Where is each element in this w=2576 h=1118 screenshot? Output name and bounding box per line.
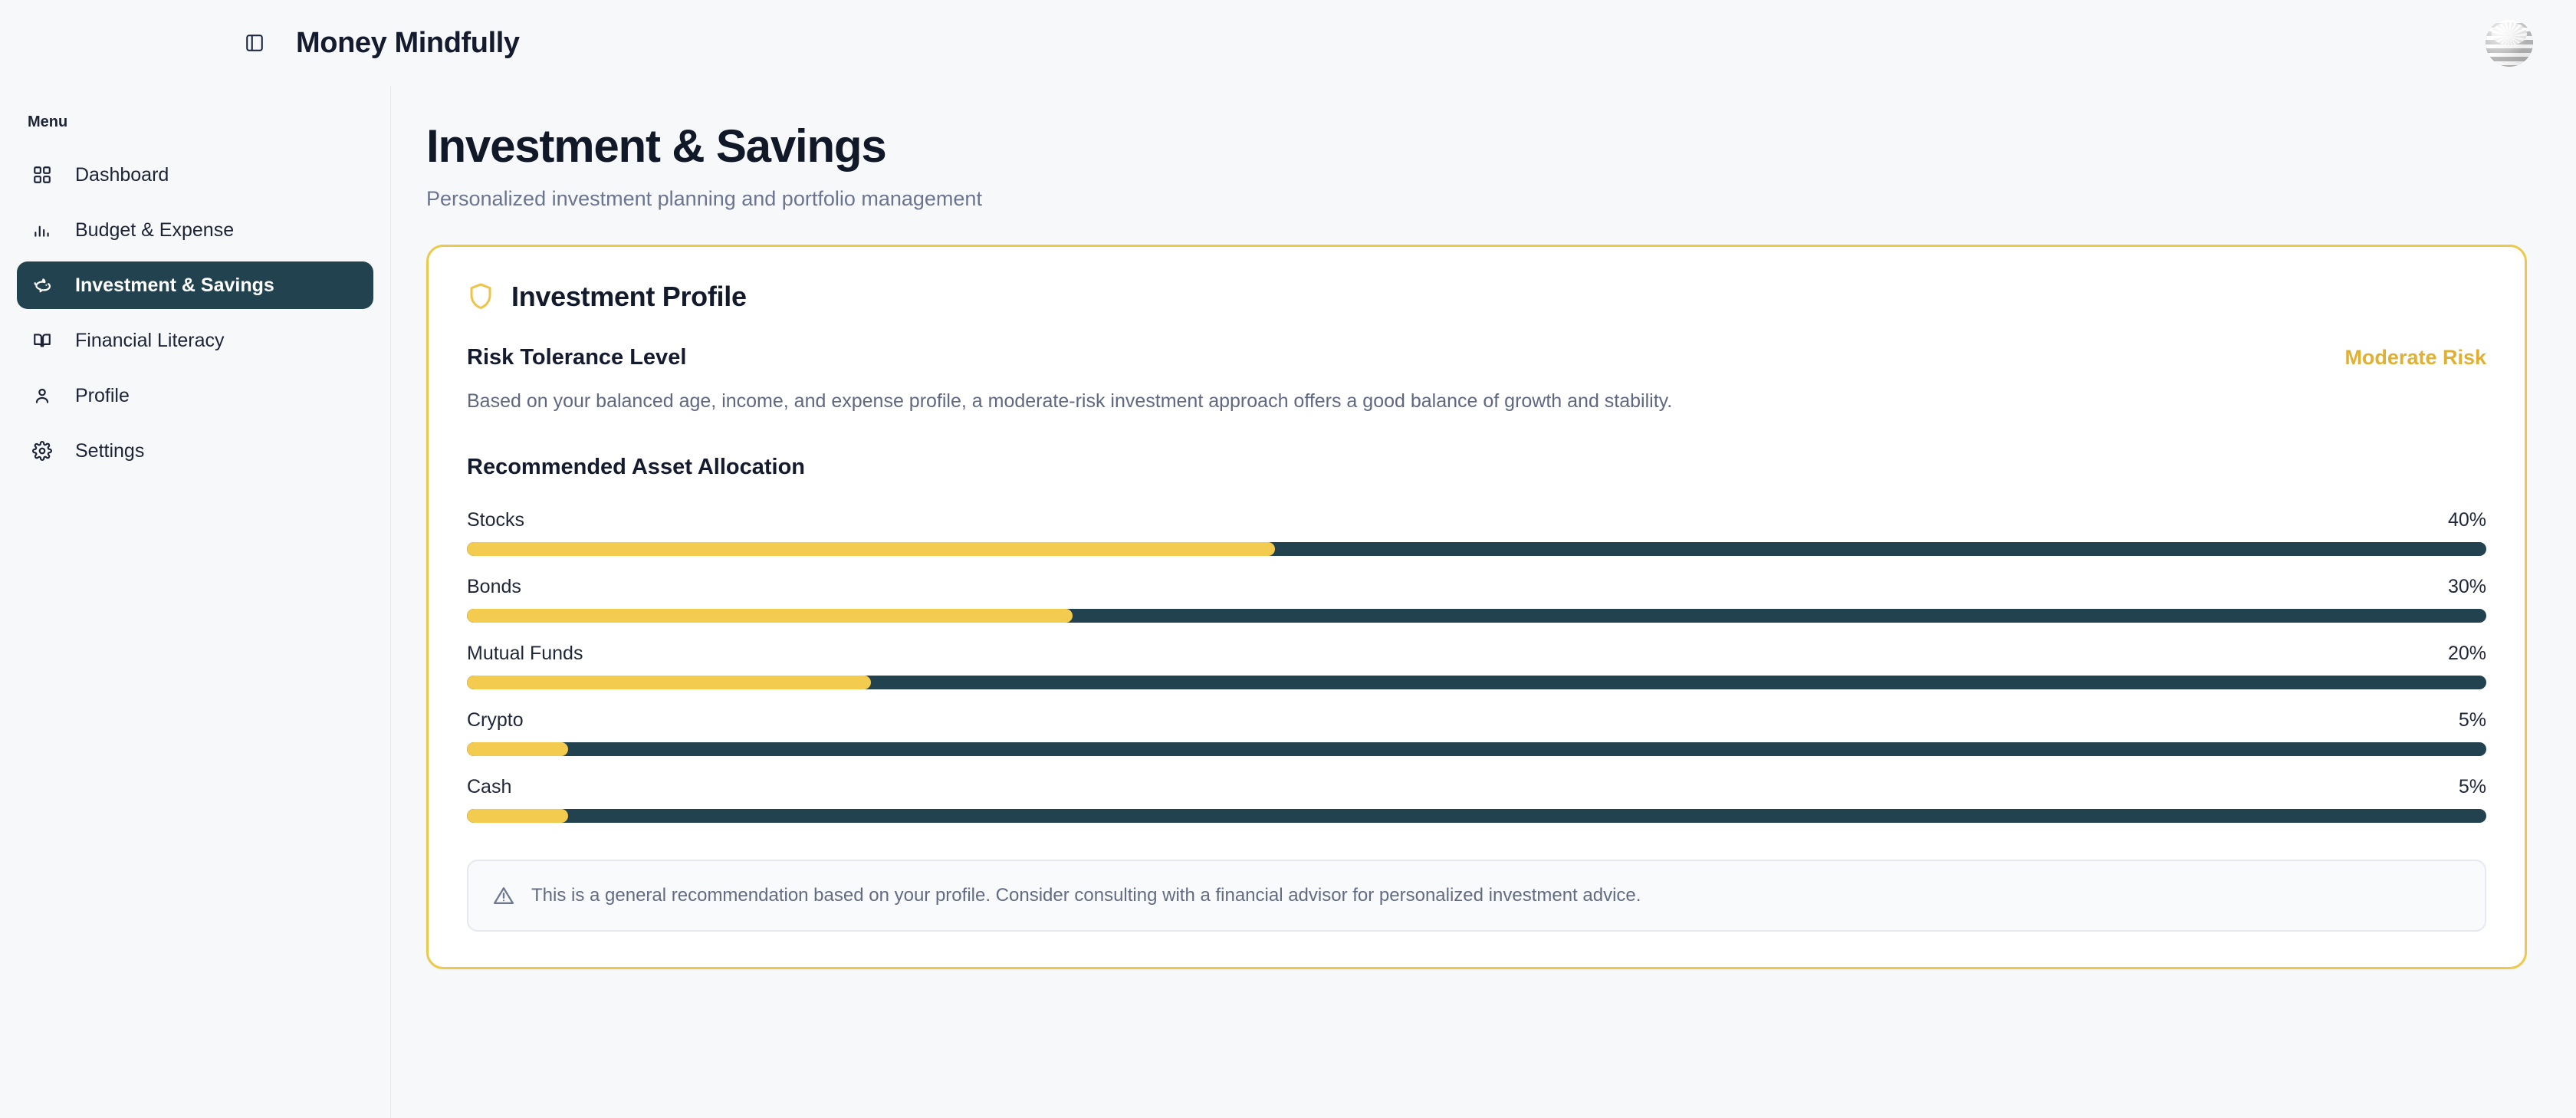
sidebar-item-investment-savings[interactable]: Investment & Savings (17, 261, 373, 309)
allocation-bar-track (467, 542, 2486, 557)
allocation-percent-label: 5% (2458, 776, 2486, 798)
allocation-row: Bonds 30% (467, 576, 2486, 623)
risk-tolerance-heading: Risk Tolerance Level (467, 345, 687, 370)
allocation-row: Cash 5% (467, 776, 2486, 824)
card-title: Investment Profile (511, 281, 747, 312)
allocation-row: Mutual Funds 20% (467, 643, 2486, 690)
allocation-asset-name: Bonds (467, 576, 521, 598)
allocation-bar-track (467, 676, 2486, 690)
risk-tolerance-row: Risk Tolerance Level Moderate Risk (467, 345, 2486, 370)
main-content: Investment & Savings Personalized invest… (391, 86, 2576, 1118)
allocation-asset-name: Cash (467, 776, 512, 798)
sidebar-item-label: Settings (75, 439, 145, 462)
sidebar-section-label: Menu (28, 113, 68, 130)
sidebar-item-profile[interactable]: Profile (17, 372, 373, 419)
allocation-percent-label: 20% (2447, 643, 2486, 665)
allocation-percent-label: 30% (2447, 576, 2486, 598)
allocation-bar-fill (467, 609, 1073, 623)
brand-title: Money Mindfully (296, 26, 520, 59)
book-icon (31, 329, 54, 352)
sidebar-item-budget-expense[interactable]: Budget & Expense (17, 206, 373, 254)
sidebar-item-label: Budget & Expense (75, 219, 235, 241)
allocation-bar-fill (467, 542, 1275, 557)
sidebar-nav-list: Dashboard Budget & Expense (17, 151, 373, 475)
panel-left-icon (246, 35, 263, 51)
user-icon (31, 384, 54, 407)
sidebar-toggle-button[interactable] (238, 26, 271, 60)
card-header: Investment Profile (467, 281, 2486, 313)
page-title: Investment & Savings (426, 120, 887, 172)
allocation-asset-name: Mutual Funds (467, 643, 583, 665)
sidebar-item-label: Profile (75, 384, 130, 406)
disclaimer-note: This is a general recommendation based o… (467, 860, 2486, 932)
allocation-list: Stocks 40% Bonds 30% (467, 509, 2486, 824)
piggy-bank-icon (31, 274, 54, 297)
sidebar-item-label: Financial Literacy (75, 329, 225, 351)
allocation-asset-name: Crypto (467, 709, 524, 732)
sidebar-item-financial-literacy[interactable]: Financial Literacy (17, 317, 373, 364)
shield-icon (470, 283, 491, 309)
disclaimer-text: This is a general recommendation based o… (531, 885, 1641, 906)
allocation-row-top: Cash 5% (467, 776, 2486, 798)
bar-chart-icon (31, 219, 54, 242)
sidebar-item-label: Investment & Savings (75, 274, 274, 296)
page-subtitle: Personalized investment planning and por… (426, 187, 982, 210)
sidebar: Menu Dashboard (0, 86, 391, 1118)
allocation-bar-track (467, 742, 2486, 757)
gear-icon (31, 439, 54, 462)
allocation-row-top: Crypto 5% (467, 709, 2486, 732)
risk-tolerance-description: Based on your balanced age, income, and … (467, 390, 1673, 412)
allocation-row-top: Bonds 30% (467, 576, 2486, 598)
allocation-bar-fill (467, 809, 568, 824)
allocation-asset-name: Stocks (467, 509, 525, 531)
allocation-heading: Recommended Asset Allocation (467, 455, 806, 480)
avatar[interactable] (2486, 19, 2533, 67)
sidebar-item-label: Dashboard (75, 163, 169, 186)
allocation-bar-track (467, 609, 2486, 623)
allocation-row-top: Mutual Funds 20% (467, 643, 2486, 665)
risk-level-badge: Moderate Risk (2344, 346, 2486, 369)
allocation-bar-track (467, 809, 2486, 824)
grid-icon (31, 163, 54, 186)
allocation-percent-label: 40% (2447, 509, 2486, 531)
allocation-row: Crypto 5% (467, 709, 2486, 757)
body-split: Menu Dashboard (0, 86, 2576, 1118)
investment-profile-card: Investment Profile Risk Tolerance Level … (426, 245, 2527, 969)
sidebar-item-dashboard[interactable]: Dashboard (17, 151, 373, 199)
allocation-percent-label: 5% (2458, 709, 2486, 732)
warning-triangle-icon (493, 887, 514, 905)
top-bar: Money Mindfully (0, 0, 2576, 86)
allocation-row: Stocks 40% (467, 509, 2486, 557)
sidebar-item-settings[interactable]: Settings (17, 427, 373, 475)
allocation-bar-fill (467, 742, 568, 757)
allocation-bar-fill (467, 676, 871, 690)
allocation-row-top: Stocks 40% (467, 509, 2486, 531)
